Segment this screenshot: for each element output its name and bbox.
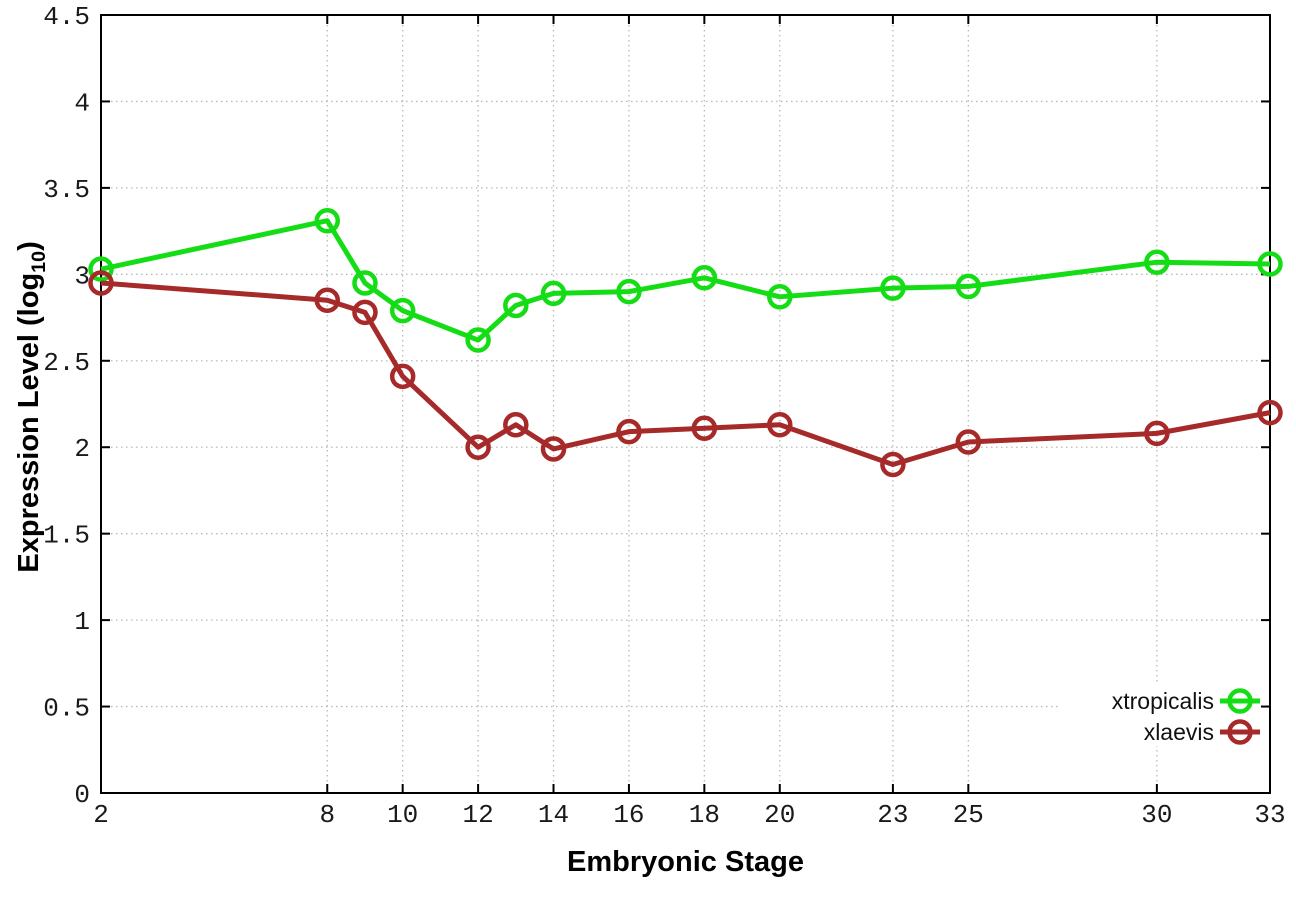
legend-box — [1058, 684, 1260, 746]
series-point-xtropicalis — [465, 327, 491, 353]
series-line-xlaevis — [100, 280, 1271, 468]
series-point-xtropicalis — [88, 256, 114, 282]
legend-label-xlaevis: xlaevis — [1144, 719, 1214, 745]
series-point-xlaevis — [540, 436, 567, 462]
series-point-xlaevis — [767, 411, 793, 438]
series-point-xlaevis — [616, 418, 642, 445]
series-point-xtropicalis — [955, 273, 982, 300]
series-point-xtropicalis — [503, 292, 529, 319]
y-tick-label: 4 — [74, 88, 90, 118]
series-point-xlaevis — [88, 270, 114, 296]
x-tick-label: 23 — [877, 800, 908, 830]
x-tick-label: 30 — [1141, 800, 1172, 830]
series-point-xlaevis — [389, 363, 416, 390]
x-axis-title: Embryonic Stage — [567, 846, 804, 878]
y-axis-title-subscript: 10 — [27, 250, 50, 273]
y-tick-label: 0 — [74, 780, 90, 810]
series-point-xtropicalis — [691, 265, 718, 291]
y-tick-label: 2 — [74, 434, 90, 464]
series-point-xtropicalis — [1257, 251, 1283, 277]
y-axis-title: Expression Level (log10) — [13, 157, 51, 657]
series-point-xlaevis — [1144, 420, 1170, 447]
series-point-xtropicalis — [352, 270, 378, 296]
y-tick-label: 4.5 — [43, 2, 90, 32]
series-point-xlaevis — [880, 451, 906, 478]
series-point-xlaevis — [691, 415, 718, 441]
y-tick-label: 1 — [74, 607, 90, 637]
legend-label-xtropicalis: xtropicalis — [1112, 688, 1214, 714]
x-tick-label: 10 — [387, 800, 418, 830]
series-line-xtropicalis — [100, 218, 1271, 343]
series-point-xtropicalis — [616, 278, 642, 305]
x-tick-label: 25 — [953, 800, 984, 830]
series-point-xlaevis — [955, 429, 982, 455]
series-point-xlaevis — [314, 287, 341, 314]
series-point-xtropicalis — [880, 275, 906, 301]
series-point-xtropicalis — [389, 297, 416, 324]
y-tick-label: 2.5 — [43, 348, 90, 378]
series-point-xlaevis — [465, 434, 491, 460]
y-axis-title-suffix: ) — [13, 241, 46, 251]
y-tick-label: 3 — [74, 261, 90, 291]
series-point-xtropicalis — [314, 207, 341, 234]
x-tick-label: 12 — [462, 800, 493, 830]
x-tick-label: 18 — [689, 800, 720, 830]
x-tick-label: 2 — [93, 800, 109, 830]
plot-border — [100, 14, 1271, 794]
series-point-xtropicalis — [540, 280, 567, 307]
x-tick-label: 33 — [1254, 800, 1285, 830]
y-tick-label: 1.5 — [43, 521, 90, 551]
series-point-xtropicalis — [1144, 249, 1170, 275]
x-tick-label: 14 — [538, 800, 569, 830]
y-axis-title-text: Expression Level (log — [13, 272, 46, 573]
series-point-xlaevis — [352, 299, 378, 326]
x-tick-label: 20 — [764, 800, 795, 830]
legend-marker-xtropicalis — [1227, 688, 1253, 714]
series-point-xtropicalis — [767, 284, 793, 310]
y-tick-label: 0.5 — [43, 694, 90, 724]
series-point-xlaevis — [503, 411, 529, 438]
x-tick-label: 16 — [613, 800, 644, 830]
series-point-xlaevis — [1257, 399, 1283, 426]
legend-marker-xlaevis — [1227, 719, 1253, 745]
x-tick-label: 8 — [319, 800, 335, 830]
y-tick-label: 3.5 — [43, 175, 90, 205]
